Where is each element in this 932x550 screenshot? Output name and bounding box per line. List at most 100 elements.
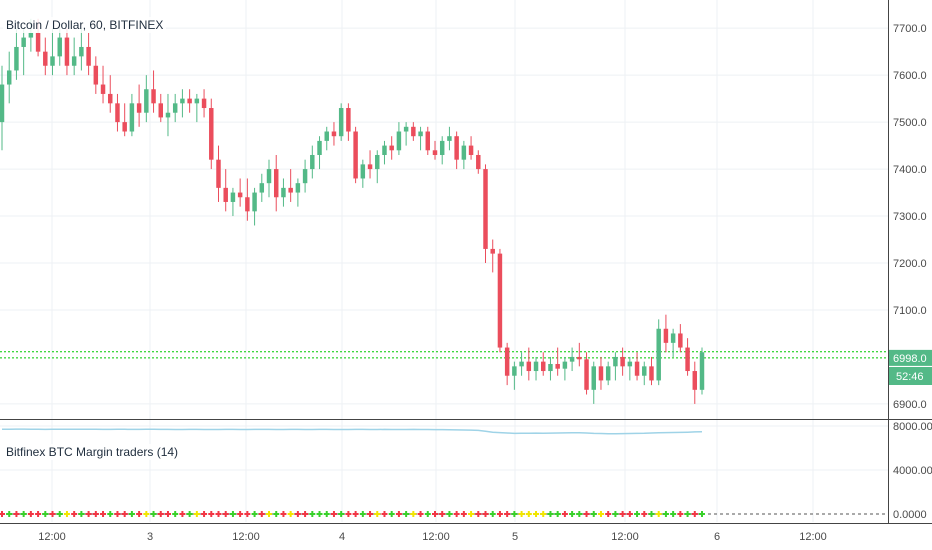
candle-body — [670, 333, 676, 343]
indicator-legend[interactable]: Bitfinex BTC Margin traders (14) — [3, 444, 182, 460]
candle-body — [14, 46, 19, 71]
candle-body — [490, 248, 495, 254]
candle-body — [346, 108, 351, 132]
candle-body — [396, 131, 402, 151]
candle-body — [122, 122, 127, 132]
candle-body — [136, 103, 142, 113]
candle-body — [6, 70, 12, 85]
candles — [0, 18, 705, 404]
candle-body — [151, 89, 156, 104]
candle-body — [21, 37, 26, 47]
indicator-tick-label: 4000.0000 — [893, 465, 932, 477]
candle-body — [245, 197, 250, 212]
candle-body — [591, 366, 596, 390]
candle-body — [353, 131, 358, 179]
candle-body — [64, 37, 70, 66]
candle-body — [375, 154, 380, 170]
last-price-tag[interactable] — [889, 349, 932, 366]
time-tick-label: 12:00 — [799, 531, 827, 543]
symbol-legend[interactable]: Bitcoin / Dollar, 60, BITFINEX — [3, 17, 167, 33]
candle-body — [411, 126, 416, 137]
candle-body — [447, 136, 452, 141]
candle-body — [252, 192, 257, 212]
time-tick-label: 3 — [147, 531, 153, 543]
candle-body — [259, 183, 265, 193]
candle-body — [79, 46, 84, 57]
candle-body — [526, 361, 532, 372]
candle-body — [461, 145, 467, 160]
candle-body — [35, 32, 41, 52]
candle-body — [605, 366, 611, 381]
candle-body — [360, 164, 366, 179]
candle-body — [577, 356, 582, 360]
candle-body — [28, 32, 34, 38]
candle-body — [57, 37, 62, 57]
price-tick-label: 7300.0 — [893, 211, 927, 223]
candle-body — [187, 98, 192, 104]
candle-body — [295, 183, 301, 193]
candle-body — [0, 84, 5, 123]
candle-body — [194, 98, 200, 104]
candle-body — [656, 328, 661, 381]
time-tick-label: 4 — [339, 531, 345, 543]
candle-body — [129, 103, 135, 132]
horizontal-lines — [0, 351, 888, 359]
candle-body — [432, 150, 438, 155]
candle-body — [288, 187, 293, 193]
candle-body — [100, 84, 106, 94]
candle-body — [331, 131, 337, 137]
candle-body — [620, 356, 625, 367]
candle-body — [273, 169, 279, 198]
time-tick-label: 12:00 — [422, 531, 450, 543]
candle-body — [692, 371, 698, 390]
candle-body — [541, 361, 546, 372]
time-tick-label: 12:00 — [611, 531, 639, 543]
candle-body — [598, 366, 604, 381]
candle-body — [613, 356, 618, 367]
candle-body — [338, 108, 344, 137]
candle-body — [230, 192, 236, 202]
candle-body — [454, 136, 459, 160]
candle-body — [382, 145, 387, 155]
countdown-tag — [889, 367, 932, 385]
candle-body — [439, 140, 445, 155]
candle-body — [302, 169, 308, 184]
candle-body — [223, 187, 228, 202]
candle-body — [562, 361, 568, 369]
time-tick-label: 12:00 — [232, 531, 260, 543]
candle-body — [533, 361, 539, 372]
candle-body — [108, 93, 113, 104]
price-tick-label: 7200.0 — [893, 258, 927, 270]
candle-body — [324, 131, 329, 141]
indicator-tick-label: 8000.0000 — [893, 421, 932, 433]
candle-body — [555, 363, 560, 369]
candle-body — [476, 154, 481, 170]
candle-body — [86, 46, 91, 66]
indicator-tick-label: 0.0000 — [893, 509, 927, 521]
candle-body — [483, 169, 488, 249]
time-tick-label: 5 — [512, 531, 518, 543]
candle-body — [468, 145, 474, 155]
candle-body — [144, 89, 149, 113]
candle-body — [425, 131, 431, 151]
candle-body — [317, 140, 322, 155]
candle-body — [678, 333, 683, 348]
candle-body — [165, 112, 171, 118]
candle-body — [497, 253, 503, 348]
candle-body — [281, 187, 286, 198]
candle-body — [548, 363, 553, 372]
candle-body — [685, 347, 690, 372]
candle-body — [699, 352, 705, 390]
candle-body — [115, 103, 120, 123]
candle-body — [310, 154, 315, 170]
last-price-label: 6998.0 — [893, 353, 927, 365]
candle-body — [519, 361, 524, 367]
time-tick-label: 12:00 — [38, 531, 66, 543]
price-tick-label: 7700.0 — [893, 23, 927, 35]
time-tick-label: 6 — [714, 531, 720, 543]
candle-body — [50, 56, 55, 66]
candle-body — [209, 108, 214, 160]
candle-body — [649, 366, 654, 381]
